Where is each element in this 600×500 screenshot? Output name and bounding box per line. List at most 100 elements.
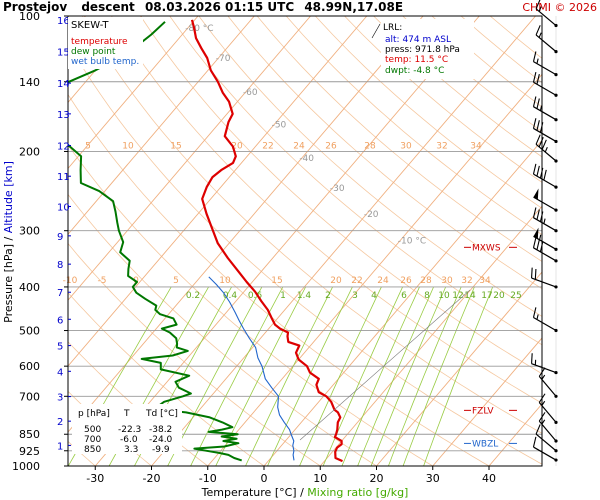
wind-barb-feather [538, 412, 546, 422]
wind-barb-feather [532, 307, 537, 318]
wind-barb-half-feather [536, 58, 539, 64]
temperature-tick-label: 20 [370, 472, 384, 485]
lrl-box: LRL: alt: 474 m ASL press: 971.8 hPa tem… [381, 19, 474, 79]
altitude-tick-label: 12 [57, 142, 70, 153]
wind-barb-base [554, 285, 558, 289]
wind-barb-shaft [535, 8, 557, 26]
isotherm-line [68, 16, 143, 104]
wind-barb-flag [533, 227, 539, 239]
dry-adiabat-label: 10 [122, 141, 134, 151]
legend-temperature: temperature [71, 37, 128, 47]
mixing-ratio-line [341, 286, 420, 466]
wind-barb-feather [539, 211, 544, 222]
dry-adiabat-label: 26 [325, 141, 337, 151]
temperature-axis: -30 -20 -10 0 10 20 30 40 [86, 466, 496, 485]
wind-barb-base [554, 449, 558, 453]
altitude-tick-label: 11 [57, 172, 70, 183]
wind-barb-base [554, 439, 558, 443]
wind-barb-feather [531, 353, 533, 364]
wind-barb-feather [535, 134, 541, 145]
wind-barb-shaft [538, 420, 557, 442]
dry-adiabat-line [68, 242, 321, 466]
wind-barb-half-feather [538, 6, 542, 12]
isotherm-line [68, 16, 311, 301]
temperature-tick-label: 30 [426, 472, 440, 485]
wind-barb-feather [532, 237, 537, 248]
wind-barb-base [554, 73, 558, 77]
wind-barbs [531, 0, 558, 466]
wind-barb-half-feather [539, 105, 543, 111]
mixing-ratio-label: 17 [481, 291, 492, 301]
wind-barb-base [554, 229, 558, 233]
wind-barb-feather [532, 436, 537, 448]
mixing-ratio-label: 10 [438, 291, 450, 301]
mixing-ratio-label: 20 [493, 291, 505, 301]
dry-adiabat-line [169, 16, 542, 346]
dry-adiabat-line [285, 16, 542, 236]
dry-adiabat-label: 34 [470, 141, 482, 151]
legend: SKEW-T temperature dew point wet bulb te… [68, 17, 143, 69]
pressure-tick-label: 925 [19, 445, 40, 458]
altitude-tick-label: 5 [57, 342, 63, 353]
level-marker-label: WBZL [472, 439, 498, 449]
dry-adiabat-label: 5 [85, 141, 91, 151]
isotherm-line [319, 205, 542, 466]
wind-barb-half-feather [539, 234, 542, 240]
wind-barb-shaft [533, 106, 557, 121]
isotherm-line [432, 337, 542, 466]
mixing-ratio-label: 3 [352, 291, 358, 301]
pressure-tick-label: 1000 [12, 460, 40, 473]
wind-barb-base [554, 139, 558, 144]
mixing-ratio-label: 0.6 [248, 291, 263, 301]
isotherm-line [68, 16, 368, 367]
level-marker-label: FZLV [472, 406, 494, 416]
mixing-ratio-label: 6 [401, 291, 407, 301]
wind-barb-feather [532, 96, 537, 107]
mixing-ratio-label: 0.4 [223, 291, 238, 301]
sounding-profiles [68, 19, 471, 463]
mixing-ratio-label: 1 [280, 291, 286, 301]
wind-barb-feather [531, 267, 533, 279]
wind-barb-feather [536, 98, 540, 109]
y-axis-label: Pressure [hPa] / Altitude [km] [2, 161, 15, 323]
altitude-tick-label: 14 [57, 79, 70, 90]
wind-barb-half-feather [541, 374, 546, 380]
altitude-tick-label: 7 [57, 288, 63, 299]
pointer-line [299, 289, 471, 441]
wind-barb-feather [535, 0, 541, 10]
wind-barb-base [554, 394, 558, 398]
altitude-tick-label: 15 [57, 48, 70, 59]
dry-adiabat-label: 24 [377, 276, 389, 286]
altitude-tick-label: 16 [57, 16, 70, 27]
levels-table-cell: -38.2 [149, 425, 172, 435]
wind-barb-feather [536, 73, 540, 85]
wind-barb-feather [536, 120, 540, 131]
lrl-press: press: 971.8 hPa [385, 45, 460, 55]
wind-barb-feather [535, 424, 541, 435]
ylabel-separator: / [2, 233, 15, 244]
wind-barb-shaft [538, 375, 557, 397]
levels-table-background [72, 404, 182, 454]
wind-barb-shaft [535, 433, 557, 452]
levels-table-header-p: p [hPa] [78, 409, 110, 419]
dry-adiabat-line [489, 16, 542, 59]
wind-barb-base [554, 420, 558, 424]
wind-barb-feather [532, 51, 537, 62]
wind-barb-shaft [535, 143, 557, 162]
wind-barb-base [554, 93, 558, 97]
wind-barb-shaft [533, 247, 557, 262]
dry-adiabat-label: 10 [219, 276, 231, 286]
wind-barb-shaft [533, 196, 557, 211]
dry-adiabat-label: 15 [170, 141, 181, 151]
wind-barb-base [554, 23, 558, 28]
wind-barb-feather [539, 167, 544, 179]
lrl-temp: temp: 11.5 °C [385, 55, 448, 65]
mixing-ratio-label: 4 [371, 291, 377, 301]
level-marker-label: MXWS [472, 243, 501, 253]
level-markers: MXWS FZLV WBZL [464, 243, 517, 449]
wind-barb-half-feather [536, 314, 539, 320]
legend-dewpoint: dew point [71, 47, 116, 57]
grid-labels: -80 °C-70-60-50-40-30-20-10 °C5 10 15 20 22 2… [63, 24, 522, 301]
